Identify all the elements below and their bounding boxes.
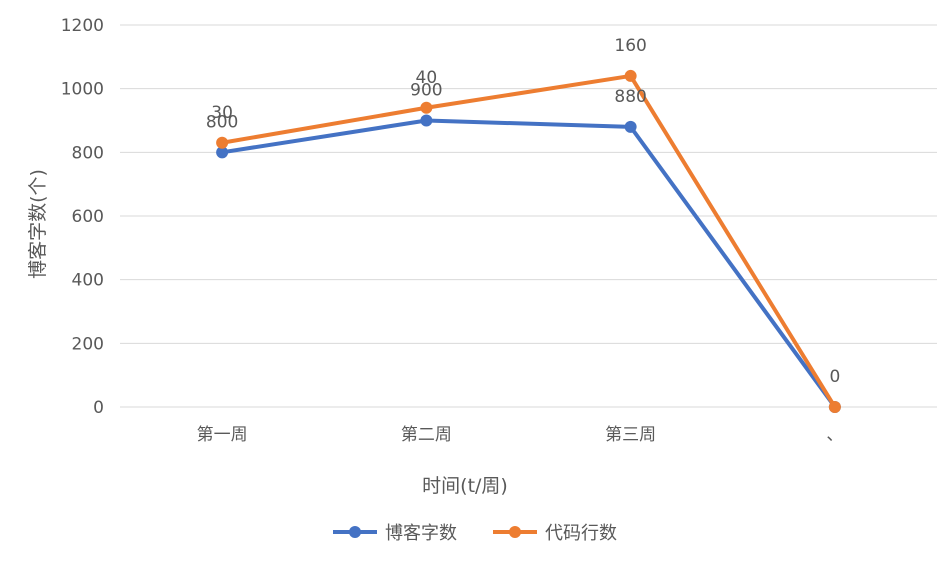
data-point	[216, 146, 229, 159]
data-label: 0	[829, 367, 840, 387]
legend-label: 代码行数	[545, 523, 617, 544]
y-tick-label: 800	[72, 143, 104, 163]
legend-item-2: 代码行数	[493, 523, 617, 544]
data-point	[624, 69, 637, 82]
legend-item-1: 博客字数	[333, 523, 457, 544]
y-tick-label: 400	[72, 271, 104, 291]
data-point	[216, 136, 229, 149]
y-axis-title: 博客字数(个)	[27, 169, 49, 279]
data-label: 900	[410, 81, 442, 101]
x-tick-label: 第一周	[197, 425, 248, 445]
y-tick-label: 600	[72, 207, 104, 227]
data-point	[624, 120, 637, 133]
series-line-1	[220, 118, 837, 409]
y-tick-labels: 0 200 400 600 800 1000 1200	[61, 16, 104, 418]
series-group	[216, 69, 841, 413]
data-labels: 800 900 880 30 40 160 0	[206, 36, 840, 387]
x-tick-label: 第三周	[605, 425, 656, 445]
x-tick-labels: 第一周 第二周 第三周 、	[197, 425, 844, 445]
data-point	[420, 101, 433, 114]
legend-marker	[349, 526, 361, 538]
y-tick-label: 1200	[61, 16, 104, 36]
data-label: 160	[614, 36, 646, 56]
data-label: 30	[211, 103, 233, 123]
data-point	[420, 114, 433, 127]
y-tick-label: 200	[72, 334, 104, 354]
legend-label: 博客字数	[385, 523, 457, 544]
data-label: 40	[416, 68, 438, 88]
data-label: 880	[614, 87, 646, 107]
y-tick-label: 1000	[61, 80, 104, 100]
series-line-2	[220, 73, 837, 409]
legend: 博客字数 代码行数	[333, 523, 617, 544]
x-tick-label: 第二周	[401, 425, 452, 445]
data-point	[828, 401, 841, 413]
x-tick-label: 、	[826, 425, 843, 445]
y-tick-label: 0	[93, 398, 104, 418]
legend-marker	[509, 526, 521, 538]
grid-lines	[120, 24, 937, 408]
x-axis-title: 时间(t/周)	[422, 475, 508, 497]
data-label: 800	[206, 112, 238, 132]
